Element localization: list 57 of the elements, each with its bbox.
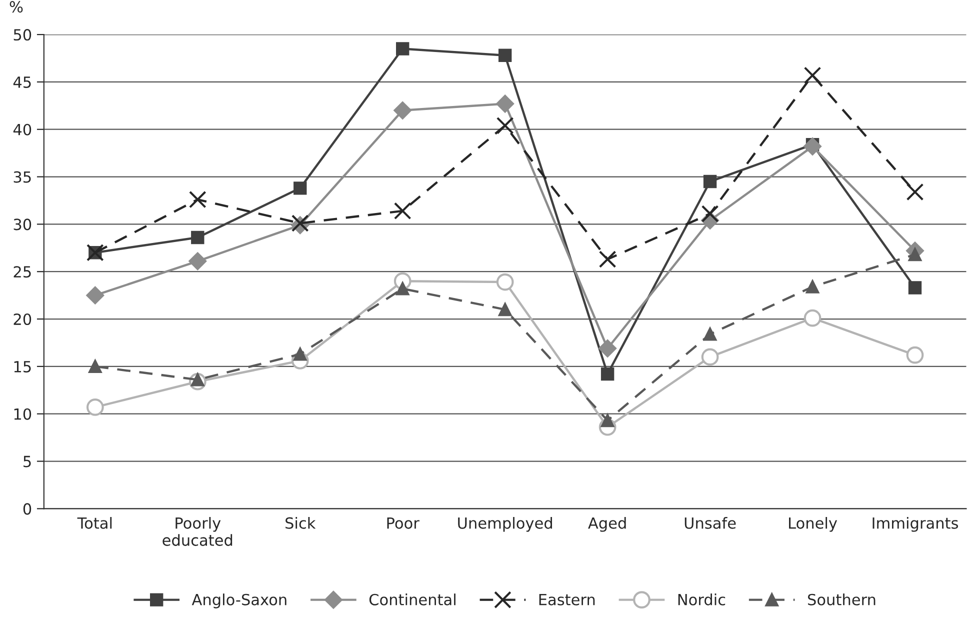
point	[701, 205, 719, 222]
point	[496, 273, 514, 291]
point	[498, 302, 512, 316]
y-tick-label: 20	[14, 313, 32, 326]
point	[906, 183, 924, 201]
point	[804, 309, 822, 327]
x-tick-label: Sick	[286, 517, 316, 529]
y-tick-label: 35	[14, 171, 31, 183]
x-tick-label: Aged	[588, 517, 626, 532]
point	[598, 340, 616, 358]
legend-label: Anglo-Saxon	[192, 594, 286, 608]
y-tick-label: 15	[14, 361, 31, 372]
y-tick-label: 50	[14, 29, 32, 41]
point	[703, 328, 717, 341]
point	[294, 182, 307, 195]
point	[701, 348, 719, 366]
legend-label: Southern	[808, 594, 876, 606]
x-tick-label: Total	[77, 517, 112, 529]
y-tick-label: 40	[13, 124, 32, 136]
y-tick-label: 30	[14, 218, 32, 230]
point	[394, 102, 412, 120]
y-tick-label: 25	[14, 266, 31, 278]
x-tick-label: Poorly educated	[162, 517, 232, 546]
point	[188, 252, 207, 270]
point	[908, 281, 922, 294]
point	[86, 286, 104, 304]
point	[396, 282, 410, 296]
x-tick-label: Unemployed	[458, 517, 552, 532]
y-tick-label: 45	[13, 76, 31, 88]
x-tick-label: Immigrants	[872, 517, 958, 532]
point	[906, 346, 924, 364]
legend-label: Nordic	[678, 594, 726, 606]
point	[598, 250, 616, 268]
y-axis-title: %	[10, 1, 23, 13]
point	[394, 202, 412, 220]
point	[908, 248, 922, 262]
point	[804, 66, 822, 84]
y-tick-label: 0	[23, 503, 32, 515]
x-tick-label: Poor	[387, 517, 420, 529]
legend-label: Continental	[369, 594, 456, 606]
point	[496, 94, 514, 113]
y-tick-label: 5	[24, 456, 31, 468]
y-tick-label: 10	[14, 408, 32, 420]
point	[498, 48, 512, 62]
point	[191, 230, 204, 244]
point	[703, 174, 717, 188]
point	[86, 398, 104, 416]
x-tick-label: Unsafe	[684, 517, 736, 529]
point	[188, 190, 206, 208]
legend-label: Eastern	[539, 594, 595, 606]
x-tick-label: Lonely	[789, 517, 838, 532]
point	[496, 116, 514, 134]
point	[88, 360, 102, 374]
point	[600, 367, 614, 381]
point	[806, 280, 820, 294]
point	[396, 42, 410, 56]
point	[804, 138, 822, 156]
